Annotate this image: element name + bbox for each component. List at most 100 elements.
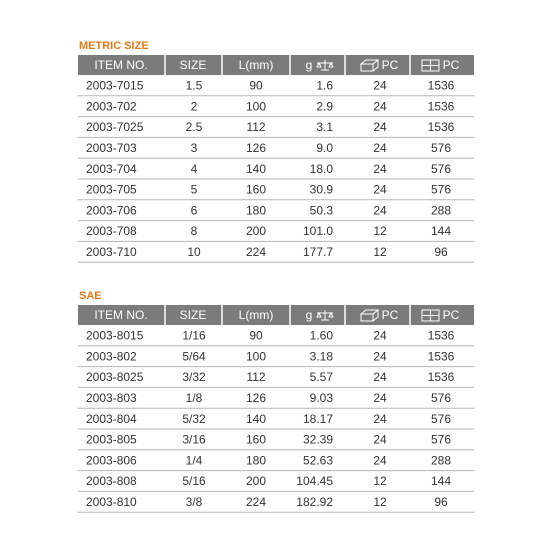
cell: 182.92 [296,495,333,509]
cell: 1/16 [182,329,206,343]
header-cell: ITEM NO. [94,58,147,72]
cell: 12 [373,245,387,259]
cell: 2003-806 [86,453,137,467]
cell: 2003-710 [86,245,137,259]
cell: 3/16 [182,433,206,447]
cell: 101.0 [303,224,333,238]
cell: 160 [246,183,266,197]
cell: 2003-803 [86,391,137,405]
header-cell: ITEM NO. [94,308,147,322]
header-cell: L(mm) [239,308,274,322]
cell: 1536 [428,120,455,134]
cell: 2.5 [186,120,203,134]
cell: 90 [249,79,263,93]
cell: 576 [431,391,451,405]
cell: 180 [246,203,266,217]
cell: 5 [191,183,198,197]
cell: 10 [187,245,201,259]
table-title: METRIC SIZE [79,40,149,52]
cell: 126 [246,391,266,405]
cell: 2003-7015 [86,79,144,93]
header-cell: g [306,308,313,322]
cell: 144 [431,224,451,238]
cell: 3.1 [316,120,333,134]
cell: 2003-808 [86,474,137,488]
cell: 200 [246,224,266,238]
cell: 1.60 [310,329,334,343]
cell: 2003-703 [86,141,137,155]
cell: 24 [373,412,387,426]
cell: 12 [373,474,387,488]
cell: 9.0 [316,141,333,155]
cell: 576 [431,183,451,197]
box-icon [359,59,380,72]
cell: 24 [373,141,387,155]
cell: 2003-802 [86,349,137,363]
cell: 90 [249,329,263,343]
cell: 3/32 [182,370,206,384]
cell: 96 [434,495,448,509]
cell: 576 [431,412,451,426]
cell: 6 [191,203,198,217]
cell: 224 [246,245,266,259]
cell: 18.0 [310,162,334,176]
cell: 24 [373,329,387,343]
cell: 1/4 [186,453,203,467]
cell: 200 [246,474,266,488]
cell: 24 [373,162,387,176]
cell: 5/16 [182,474,206,488]
cell: 177.7 [303,245,333,259]
cell: 140 [246,412,266,426]
cell: 104.45 [296,474,333,488]
cell: 24 [373,370,387,384]
cell: 1.5 [186,79,203,93]
cell: 100 [246,349,266,363]
cell: 288 [431,203,451,217]
cell: 2003-805 [86,433,137,447]
cell: 2003-705 [86,183,137,197]
cell: 1536 [428,370,455,384]
header-cell: PC [382,308,399,322]
cell: 50.3 [310,203,334,217]
cell: 24 [373,349,387,363]
cell: 3 [191,141,198,155]
cell: 1536 [428,99,455,113]
cell: 100 [246,99,266,113]
cell: 2003-704 [86,162,137,176]
cell: 32.39 [303,433,333,447]
header-cell: PC [443,308,460,322]
header-cell: g [306,58,313,72]
cell: 2003-702 [86,99,137,113]
cell: 52.63 [303,453,333,467]
cell: 12 [373,495,387,509]
cell: 24 [373,120,387,134]
cell: 1536 [428,79,455,93]
cell: 2003-708 [86,224,137,238]
box-icon [359,309,380,322]
cell: 2003-8025 [86,370,144,384]
cell: 1/8 [186,391,203,405]
cell: 18.17 [303,412,333,426]
cell: 112 [246,370,265,384]
cell: 24 [373,99,387,113]
table-title: SAE [79,290,102,302]
header-cell: SIZE [180,308,207,322]
cell: 9.03 [310,391,334,405]
cell: 224 [246,495,266,509]
cell: 2003-7025 [86,120,144,134]
header-cell: PC [382,58,399,72]
scale-icon [316,310,334,321]
cell: 8 [191,224,198,238]
cell: 24 [373,453,387,467]
cell: 160 [246,433,266,447]
cell: 576 [431,141,451,155]
cell: 1536 [428,349,455,363]
cell: 112 [246,120,265,134]
cell: 24 [373,391,387,405]
cell: 3.18 [310,349,334,363]
cell: 30.9 [310,183,334,197]
cell: 2003-8015 [86,329,144,343]
cell: 24 [373,183,387,197]
scale-icon [316,60,334,71]
cell: 5.57 [310,370,334,384]
